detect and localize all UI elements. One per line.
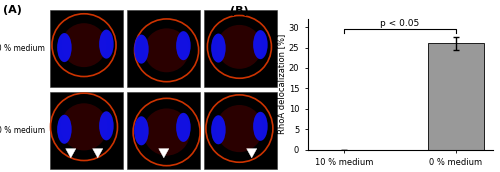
Polygon shape [246,149,257,158]
Bar [428,43,484,150]
Polygon shape [92,149,103,158]
Ellipse shape [176,113,190,142]
Ellipse shape [253,112,268,141]
Ellipse shape [176,31,190,60]
Polygon shape [66,149,76,158]
Ellipse shape [134,35,148,64]
Ellipse shape [144,28,189,72]
Polygon shape [158,149,169,158]
FancyBboxPatch shape [50,10,123,87]
Ellipse shape [99,111,114,140]
Text: p < 0.05: p < 0.05 [380,19,420,28]
FancyBboxPatch shape [128,92,200,169]
Y-axis label: RhoA delocalization [%]: RhoA delocalization [%] [277,34,286,134]
Text: (B): (B) [230,6,248,16]
Text: 10 % medium: 10 % medium [0,44,45,53]
Ellipse shape [217,25,262,69]
Ellipse shape [62,23,106,67]
Ellipse shape [57,33,72,62]
FancyBboxPatch shape [204,92,277,169]
FancyBboxPatch shape [204,10,277,87]
Text: 0 % medium: 0 % medium [0,126,45,135]
Ellipse shape [253,30,268,59]
Ellipse shape [211,115,226,144]
Text: (A): (A) [3,5,22,15]
Ellipse shape [57,115,72,144]
FancyBboxPatch shape [50,92,123,169]
Ellipse shape [211,34,226,63]
Ellipse shape [99,30,114,59]
Ellipse shape [134,116,148,145]
FancyBboxPatch shape [128,10,200,87]
Ellipse shape [60,103,108,150]
Ellipse shape [143,108,190,156]
Ellipse shape [216,105,263,152]
